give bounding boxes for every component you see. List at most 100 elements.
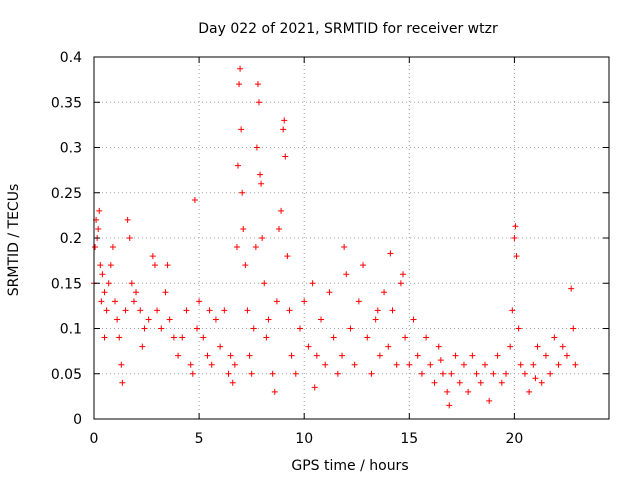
data-point bbox=[162, 289, 168, 295]
data-point bbox=[312, 384, 318, 390]
data-point bbox=[427, 362, 433, 368]
data-point bbox=[465, 389, 471, 395]
data-point bbox=[158, 326, 164, 332]
data-point bbox=[281, 117, 287, 123]
data-point bbox=[240, 226, 246, 232]
data-point bbox=[503, 371, 509, 377]
y-tick-label: 0.05 bbox=[51, 367, 82, 383]
data-point bbox=[274, 298, 280, 304]
data-point bbox=[112, 298, 118, 304]
data-point bbox=[318, 316, 324, 322]
data-point bbox=[278, 208, 284, 214]
data-point bbox=[92, 244, 98, 250]
x-tick-label: 0 bbox=[90, 431, 99, 447]
data-point bbox=[297, 326, 303, 332]
data-point bbox=[368, 371, 374, 377]
data-point bbox=[507, 344, 513, 350]
data-point bbox=[179, 335, 185, 341]
data-point bbox=[539, 380, 545, 386]
data-point bbox=[486, 398, 492, 404]
data-point bbox=[375, 307, 381, 313]
y-tick-label: 0.35 bbox=[51, 95, 82, 111]
data-point bbox=[133, 289, 139, 295]
data-point bbox=[457, 380, 463, 386]
data-point bbox=[221, 307, 227, 313]
data-point bbox=[406, 362, 412, 368]
data-point bbox=[400, 271, 406, 277]
data-point bbox=[364, 335, 370, 341]
y-tick-label: 0.15 bbox=[51, 276, 82, 292]
data-point bbox=[217, 344, 223, 350]
data-point bbox=[137, 307, 143, 313]
x-tick-label: 15 bbox=[400, 431, 418, 447]
data-point bbox=[118, 362, 124, 368]
data-point bbox=[141, 326, 147, 332]
data-point bbox=[394, 362, 400, 368]
data-point bbox=[286, 307, 292, 313]
data-point bbox=[389, 307, 395, 313]
data-point bbox=[352, 362, 358, 368]
data-point bbox=[339, 353, 345, 359]
data-point bbox=[175, 353, 181, 359]
data-point bbox=[131, 298, 137, 304]
data-point bbox=[509, 307, 515, 313]
data-point bbox=[347, 326, 353, 332]
data-point bbox=[518, 362, 524, 368]
data-point bbox=[490, 371, 496, 377]
chart-title: Day 022 of 2021, SRMTID for receiver wtz… bbox=[198, 21, 498, 37]
data-point bbox=[512, 223, 518, 229]
data-point bbox=[256, 99, 262, 105]
data-point bbox=[97, 262, 103, 268]
data-point bbox=[263, 335, 269, 341]
data-point bbox=[564, 353, 570, 359]
data-point bbox=[110, 244, 116, 250]
data-point bbox=[239, 190, 245, 196]
data-point bbox=[448, 371, 454, 377]
x-axis-label: GPS time / hours bbox=[291, 458, 408, 474]
data-point bbox=[444, 389, 450, 395]
y-tick-label: 0 bbox=[73, 412, 82, 428]
data-point bbox=[322, 362, 328, 368]
x-tick-label: 20 bbox=[505, 431, 523, 447]
data-point bbox=[446, 402, 452, 408]
data-point bbox=[247, 353, 253, 359]
y-tick-label: 0.1 bbox=[60, 322, 82, 338]
x-tick-label: 10 bbox=[295, 431, 313, 447]
data-point bbox=[572, 362, 578, 368]
data-point bbox=[326, 289, 332, 295]
data-point bbox=[154, 307, 160, 313]
data-point bbox=[104, 307, 110, 313]
data-point bbox=[106, 280, 112, 286]
y-tick-labels: 0 0.05 0.1 0.15 0.2 0.25 0.3 0.35 0.4 bbox=[51, 50, 82, 428]
data-point bbox=[116, 335, 122, 341]
data-point bbox=[495, 353, 501, 359]
data-point bbox=[99, 271, 105, 277]
data-point bbox=[258, 181, 264, 187]
data-point bbox=[453, 353, 459, 359]
x-tick-labels: 0 5 10 15 20 bbox=[90, 431, 524, 447]
data-point bbox=[230, 380, 236, 386]
data-point bbox=[314, 353, 320, 359]
data-point bbox=[226, 371, 232, 377]
data-point bbox=[356, 298, 362, 304]
data-point bbox=[415, 353, 421, 359]
data-point bbox=[119, 380, 125, 386]
data-point bbox=[232, 362, 238, 368]
data-point bbox=[190, 371, 196, 377]
data-point bbox=[114, 316, 120, 322]
data-point bbox=[228, 353, 234, 359]
data-point bbox=[253, 244, 259, 250]
data-point bbox=[207, 307, 213, 313]
data-point bbox=[242, 262, 248, 268]
y-tick-label: 0.2 bbox=[60, 231, 82, 247]
data-point bbox=[188, 362, 194, 368]
data-point bbox=[259, 235, 265, 241]
data-point bbox=[235, 163, 241, 169]
data-point bbox=[123, 307, 129, 313]
data-point bbox=[516, 326, 522, 332]
data-point bbox=[402, 335, 408, 341]
data-point bbox=[280, 126, 286, 132]
data-point bbox=[150, 253, 156, 259]
data-point bbox=[254, 145, 260, 151]
data-point bbox=[551, 335, 557, 341]
